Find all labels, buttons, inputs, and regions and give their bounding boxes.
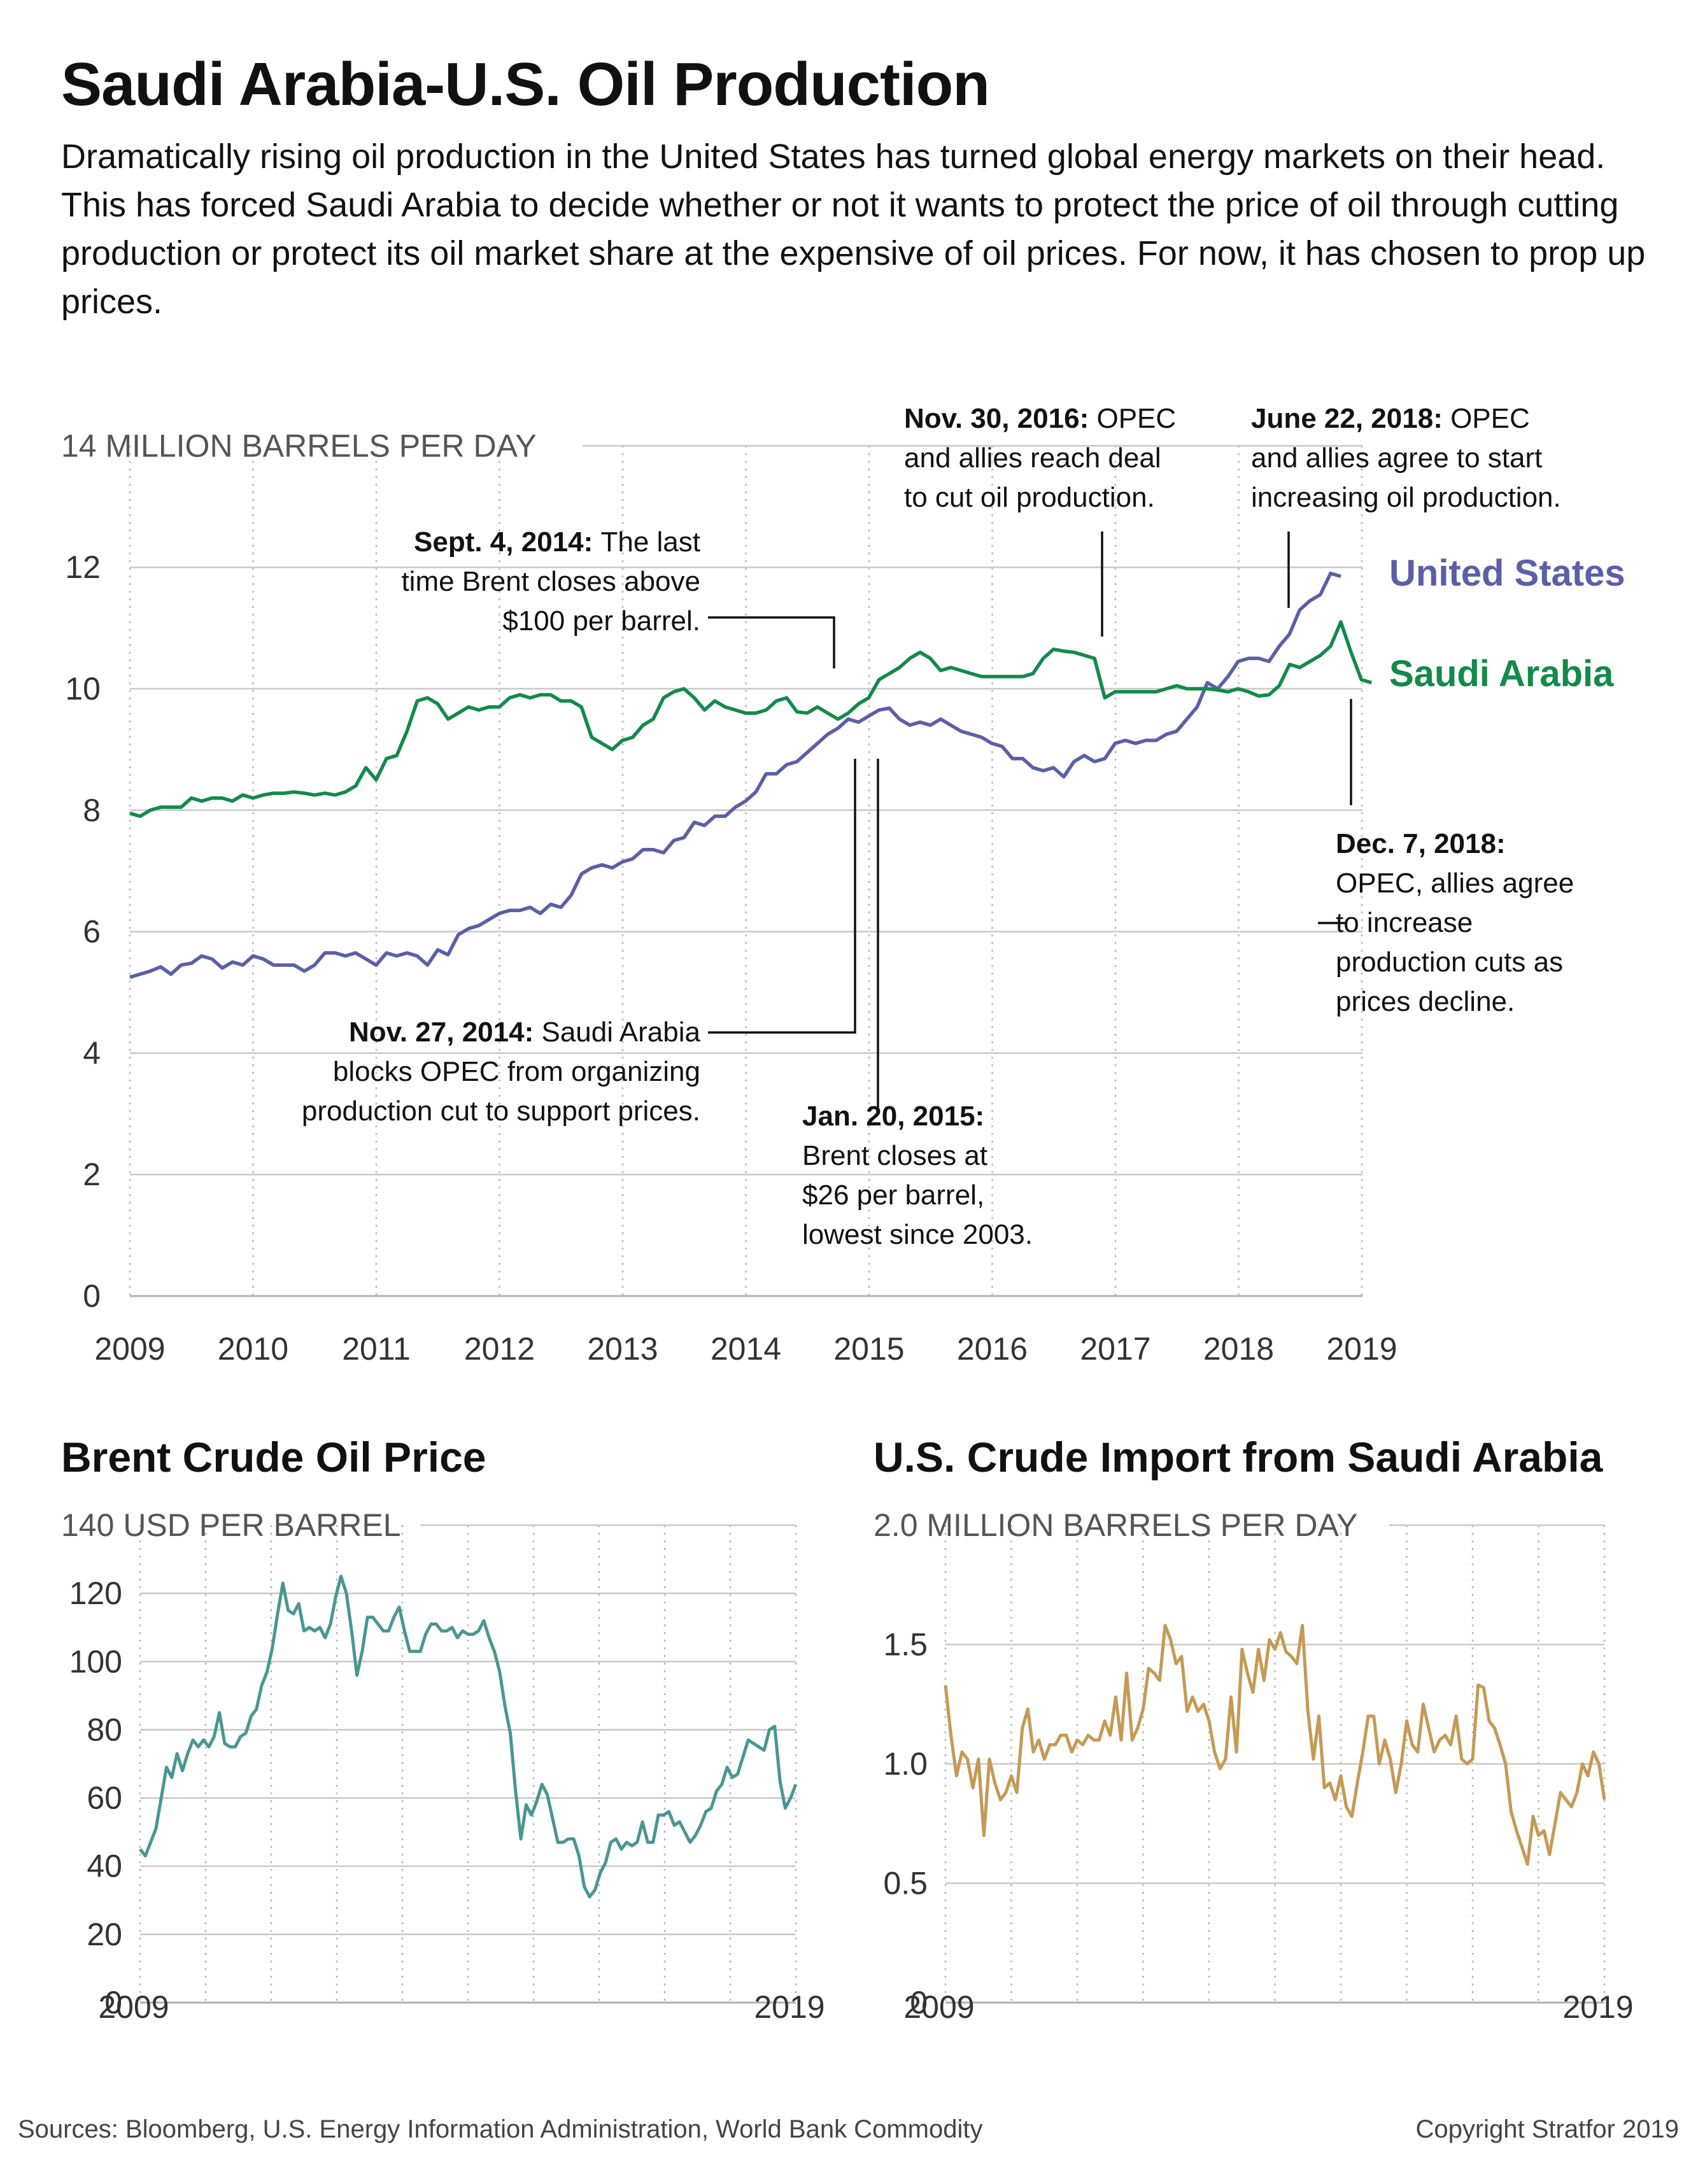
y-tick-label: 6 — [83, 914, 101, 950]
series-line-united-states — [129, 571, 1341, 979]
y-tick-label: 12 — [65, 549, 101, 585]
y-tick-label: 0 — [910, 1985, 928, 2020]
y-tick-label: 8 — [83, 793, 101, 828]
x-tick-label: 2012 — [464, 1331, 535, 1367]
x-tick-label: 2009 — [903, 1989, 974, 2025]
y-tick-label: 100 — [69, 1644, 122, 1679]
annotation-leader — [708, 616, 835, 668]
y-tick-label: 60 — [87, 1780, 122, 1816]
chart-title: Brent Crude Oil Price — [61, 1434, 486, 1481]
y-tick-label: 1.5 — [883, 1627, 928, 1663]
series-label-saudi-arabia: Saudi Arabia — [1389, 653, 1614, 694]
y-tick-label: 0.5 — [883, 1866, 928, 1901]
chart-title: U.S. Crude Import from Saudi Arabia — [874, 1434, 1604, 1481]
series-label-united-states: United States — [1389, 553, 1625, 594]
y-tick-label: 120 — [69, 1575, 122, 1611]
x-tick-label: 2017 — [1080, 1331, 1150, 1367]
y-unit-label: 14 MILLION BARRELS PER DAY — [61, 428, 537, 463]
y-tick-label: 0 — [83, 1278, 101, 1314]
y-tick-label: 40 — [87, 1849, 122, 1884]
annotation-nov-2014: Nov. 27, 2014: Saudi Arabia blocks OPEC f… — [302, 1017, 701, 1127]
x-tick-label: 2018 — [1203, 1331, 1274, 1367]
import-chart: U.S. Crude Import from Saudi Arabia 0 0.5 1… — [874, 1434, 1634, 2025]
x-tick-label: 2009 — [98, 1989, 169, 2025]
y-tick-label: 0 — [104, 1985, 122, 2020]
production-chart: 0 2 4 6 8 10 12 14 MILLION BARRELS PER DAY 2009 2… — [61, 403, 1625, 1367]
brent-price-chart: Brent Crude Oil Price 0 20 40 60 80 100 120 140 … — [61, 1434, 825, 2025]
annotation-june-2018: June 22, 2018: OPEC and allies agree to s… — [1251, 403, 1561, 513]
footer: Sources: Bloomberg, U.S. Energy Informat… — [18, 2115, 1679, 2143]
x-tick-label: 2016 — [957, 1331, 1028, 1367]
copyright-text: Copyright Stratfor 2019 — [1415, 2115, 1679, 2143]
series-line-saudi-arabia — [129, 620, 1373, 819]
annotation-sept-2014: Sept. 4, 2014: The last time Brent closes… — [401, 526, 700, 637]
annotation-nov-2016: Nov. 30, 2016: OPEC and allies reach deal… — [904, 403, 1176, 513]
y-tick-label: 10 — [65, 671, 101, 707]
y-tick-label: 2 — [83, 1157, 101, 1192]
x-tick-label: 2009 — [94, 1331, 165, 1367]
y-tick-label: 1.0 — [883, 1746, 928, 1782]
x-tick-label: 2019 — [754, 1989, 824, 2025]
y-unit-label: 2.0 MILLION BARRELS PER DAY — [874, 1507, 1357, 1543]
x-tick-label: 2011 — [342, 1331, 411, 1367]
x-tick-label: 2019 — [1562, 1989, 1633, 2025]
x-tick-label: 2010 — [218, 1331, 288, 1367]
series-line — [944, 1624, 1606, 1866]
page-subtitle: Dramatically rising oil production in th… — [61, 137, 1646, 321]
x-tick-label: 2015 — [833, 1331, 904, 1367]
y-unit-label: 140 USD PER BARREL — [61, 1507, 401, 1543]
page-title: Saudi Arabia-U.S. Oil Production — [61, 50, 990, 118]
x-tick-label: 2019 — [1326, 1331, 1397, 1367]
annotation-dec-2018: Dec. 7, 2018: OPEC, allies agree to increa… — [1336, 828, 1574, 1017]
y-tick-label: 4 — [83, 1035, 101, 1071]
sources-text: Sources: Bloomberg, U.S. Energy Informat… — [18, 2115, 982, 2143]
x-tick-label: 2014 — [711, 1331, 781, 1367]
y-tick-label: 20 — [87, 1917, 122, 1952]
series-line — [139, 1574, 798, 1899]
y-tick-label: 80 — [87, 1712, 122, 1747]
x-tick-label: 2013 — [587, 1331, 658, 1367]
annotation-jan-2015: Jan. 20, 2015: Brent closes at $26 per bar… — [802, 1101, 1033, 1250]
annotation-leader — [708, 759, 856, 1034]
